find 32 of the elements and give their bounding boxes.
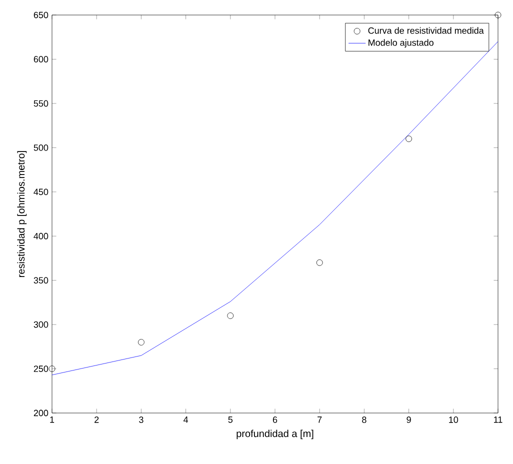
y-tick-label: 250 <box>34 366 48 372</box>
x-tick-label: 6 <box>272 416 278 423</box>
point <box>316 259 323 266</box>
y-tick-label: 450 <box>34 188 48 196</box>
legend-label: Curva de resistividad medida <box>368 27 484 34</box>
y-tick-label: 600 <box>34 56 48 62</box>
y-tick-label: 300 <box>34 321 48 328</box>
y-tick-label: 350 <box>34 277 48 284</box>
x-tick-label: 11 <box>494 416 502 423</box>
y-axis-title: resistividad p [ohmios.metro] <box>17 151 27 277</box>
point <box>494 12 502 18</box>
point <box>48 366 56 372</box>
point <box>138 339 144 346</box>
point <box>227 312 234 319</box>
x-tick-label: 9 <box>406 416 411 423</box>
y-tick-label: 550 <box>34 100 48 107</box>
y-tick-label: 650 <box>34 12 48 18</box>
x-tick-label: 3 <box>139 416 144 423</box>
legend-label: Modelo ajustado <box>368 39 434 48</box>
x-tick-label: 10 <box>449 416 458 423</box>
y-tick-label: 500 <box>34 144 48 151</box>
point <box>406 136 412 142</box>
x-tick-label: 8 <box>362 416 366 423</box>
x-tick-label: 2 <box>94 416 99 423</box>
x-tick-label: 5 <box>228 416 233 423</box>
x-tick-label: 4 <box>184 416 188 423</box>
y-tick-label: 200 <box>34 410 48 416</box>
x-axis-title: profundidad a [m] <box>236 430 314 440</box>
x-tick-label: 1 <box>50 416 54 423</box>
line-series <box>52 41 498 376</box>
y-tick-label: 400 <box>34 232 48 240</box>
x-tick-label: 7 <box>318 416 322 423</box>
